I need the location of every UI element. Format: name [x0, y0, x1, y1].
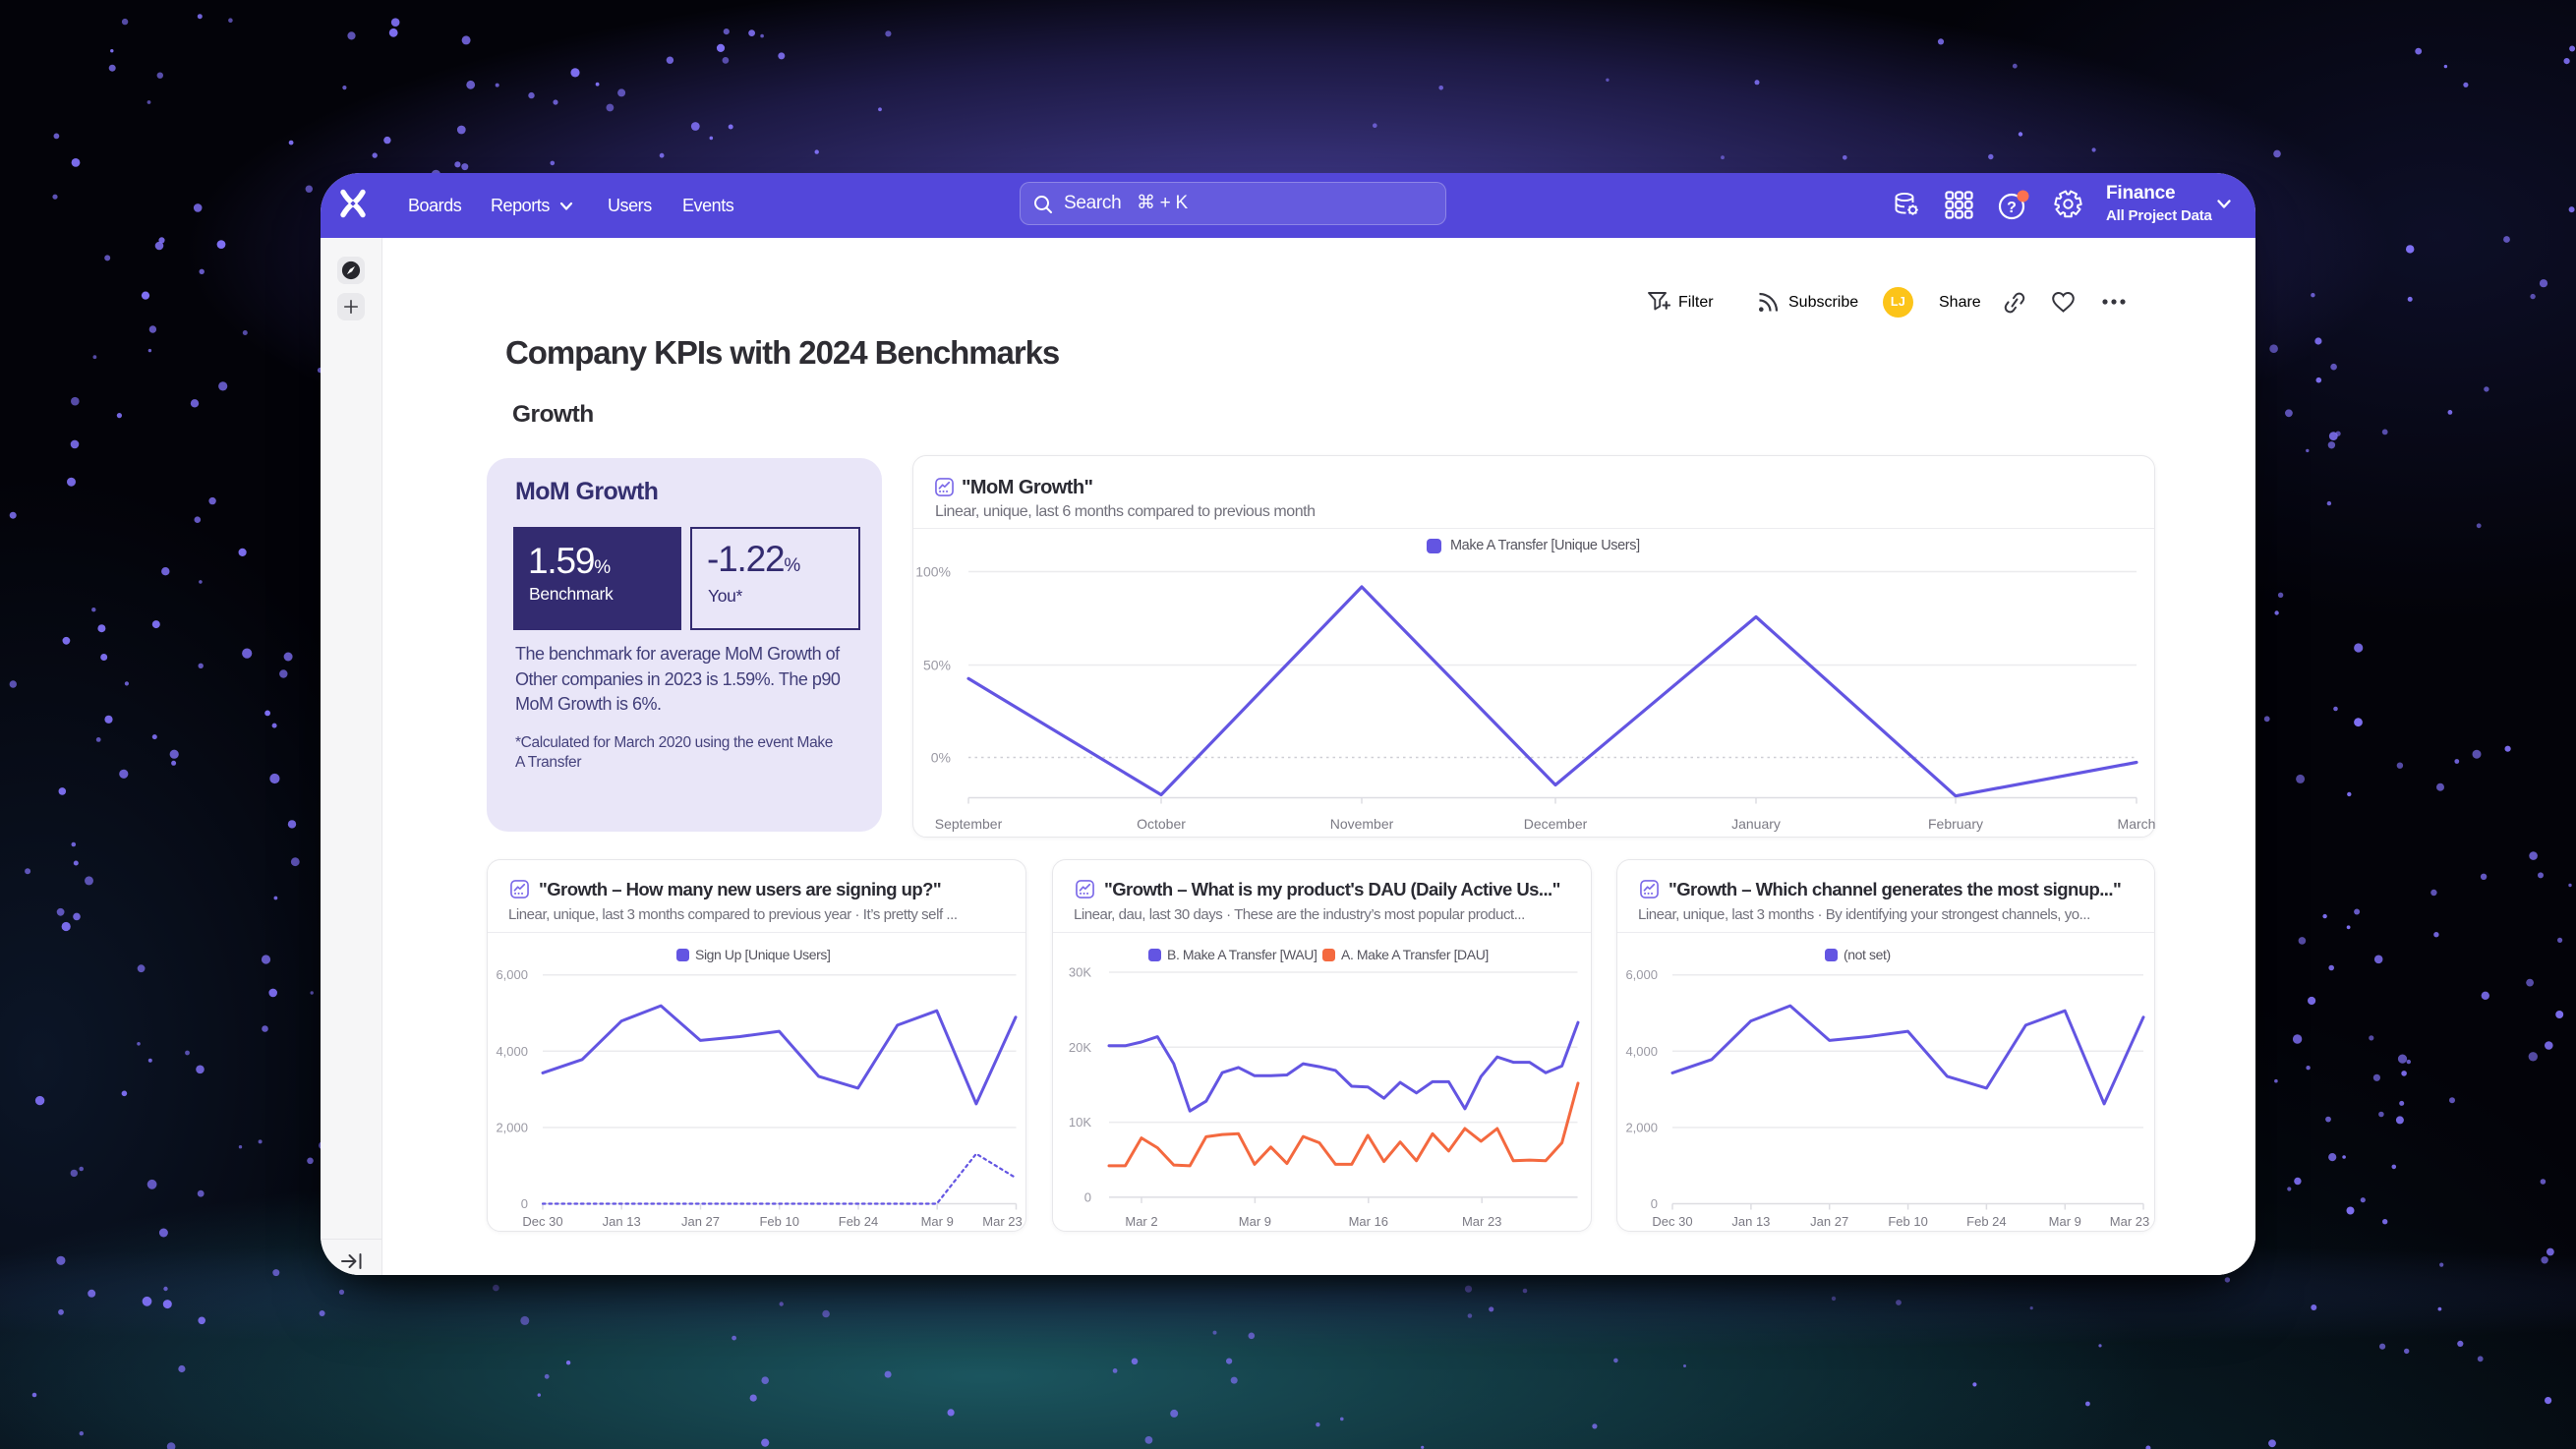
svg-text:20K: 20K [1069, 1040, 1091, 1055]
svg-text:March: March [2118, 816, 2156, 832]
svg-text:Feb 24: Feb 24 [839, 1214, 878, 1229]
svg-text:Mar 23: Mar 23 [982, 1214, 1022, 1229]
svg-text:30K: 30K [1069, 965, 1091, 980]
svg-text:4,000: 4,000 [496, 1044, 528, 1059]
svg-text:Jan 13: Jan 13 [1731, 1214, 1770, 1229]
svg-text:6,000: 6,000 [1625, 967, 1658, 982]
svg-text:February: February [1928, 816, 1983, 832]
svg-text:Feb 24: Feb 24 [1966, 1214, 2006, 1229]
svg-text:November: November [1330, 816, 1394, 832]
svg-text:Dec 30: Dec 30 [522, 1214, 562, 1229]
svg-text:Mar 9: Mar 9 [2049, 1214, 2081, 1229]
svg-text:Feb 10: Feb 10 [1888, 1214, 1927, 1229]
svg-text:Mar 23: Mar 23 [2110, 1214, 2149, 1229]
svg-text:0: 0 [1651, 1196, 1658, 1211]
svg-text:0%: 0% [931, 750, 951, 766]
svg-text:Feb 10: Feb 10 [759, 1214, 798, 1229]
svg-text:2,000: 2,000 [496, 1120, 528, 1134]
svg-text:Mar 9: Mar 9 [1239, 1214, 1271, 1229]
svg-text:Jan 13: Jan 13 [603, 1214, 641, 1229]
svg-text:50%: 50% [923, 658, 951, 673]
svg-text:0: 0 [1084, 1189, 1091, 1204]
svg-text:Jan 27: Jan 27 [681, 1214, 720, 1229]
svg-text:December: December [1524, 816, 1588, 832]
svg-text:September: September [935, 816, 1003, 832]
svg-text:10K: 10K [1069, 1115, 1091, 1130]
svg-text:Jan 27: Jan 27 [1810, 1214, 1848, 1229]
svg-text:October: October [1137, 816, 1186, 832]
svg-text:100%: 100% [915, 564, 951, 580]
svg-text:Mar 2: Mar 2 [1125, 1214, 1157, 1229]
svg-text:4,000: 4,000 [1625, 1044, 1658, 1059]
svg-text:2,000: 2,000 [1625, 1120, 1658, 1134]
svg-text:Mar 16: Mar 16 [1349, 1214, 1388, 1229]
svg-text:Dec 30: Dec 30 [1652, 1214, 1692, 1229]
svg-text:?: ? [2007, 200, 2017, 216]
svg-text:Mar 23: Mar 23 [1462, 1214, 1501, 1229]
svg-text:January: January [1731, 816, 1781, 832]
svg-text:0: 0 [521, 1196, 528, 1211]
svg-text:6,000: 6,000 [496, 967, 528, 982]
svg-text:Mar 9: Mar 9 [921, 1214, 954, 1229]
